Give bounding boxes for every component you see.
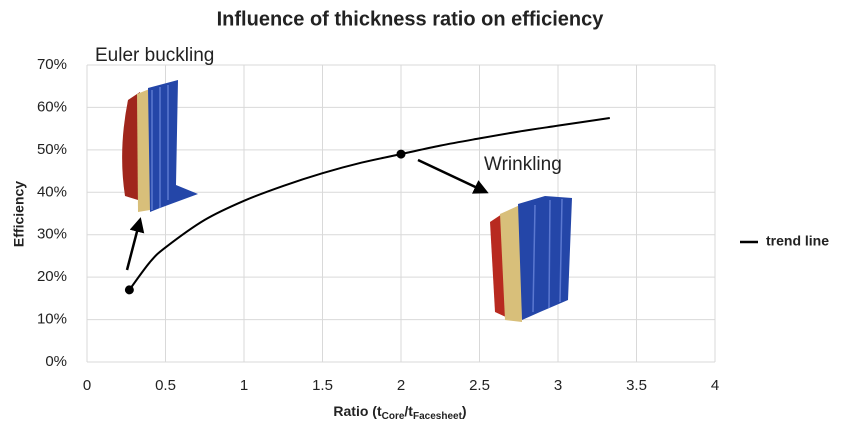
y-tick-label: 60% [37, 98, 67, 115]
x-label-sub: Core [382, 411, 405, 422]
y-tick-label: 50% [37, 141, 67, 158]
chart: Influence of thickness ratio on efficien… [0, 0, 857, 430]
y-tick-label: 70% [37, 56, 67, 73]
x-tick-label: 3.5 [626, 377, 647, 394]
y-tick-label: 40% [37, 183, 67, 200]
x-tick-label: 0 [83, 377, 91, 394]
x-tick-label: 1.5 [312, 377, 333, 394]
wrinkling-image [490, 196, 572, 322]
annotation: Euler buckling [95, 45, 214, 66]
x-tick-label: 2.5 [469, 377, 490, 394]
legend-label: trend line [766, 233, 829, 249]
chart-title: Influence of thickness ratio on efficien… [217, 8, 605, 30]
arrow [127, 220, 140, 270]
x-tick-label: 4 [711, 377, 719, 394]
x-tick-label: 3 [554, 377, 562, 394]
x-label-part: Ratio (t [333, 403, 382, 419]
y-tick-label: 0% [45, 353, 67, 370]
y-tick-label: 30% [37, 226, 67, 243]
x-tick-label: 0.5 [155, 377, 176, 394]
x-axis-label: Ratio (tCore/tFacesheet) [333, 403, 466, 422]
x-label-sub: Facesheet [413, 411, 463, 422]
y-tick-label: 20% [37, 268, 67, 285]
annotation: Wrinkling [484, 154, 562, 175]
x-label-part: /t [404, 403, 413, 419]
marker-point [125, 285, 134, 294]
x-label-part: ) [462, 403, 467, 419]
euler-buckling-image [122, 80, 198, 212]
arrow [418, 160, 486, 192]
x-tick-label: 2 [397, 377, 405, 394]
x-tick-label: 1 [240, 377, 248, 394]
marker-point [397, 150, 406, 159]
y-axis-label: Efficiency [11, 181, 27, 247]
y-tick-label: 10% [37, 311, 67, 328]
